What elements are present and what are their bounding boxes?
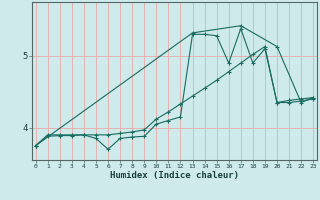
X-axis label: Humidex (Indice chaleur): Humidex (Indice chaleur) (110, 171, 239, 180)
